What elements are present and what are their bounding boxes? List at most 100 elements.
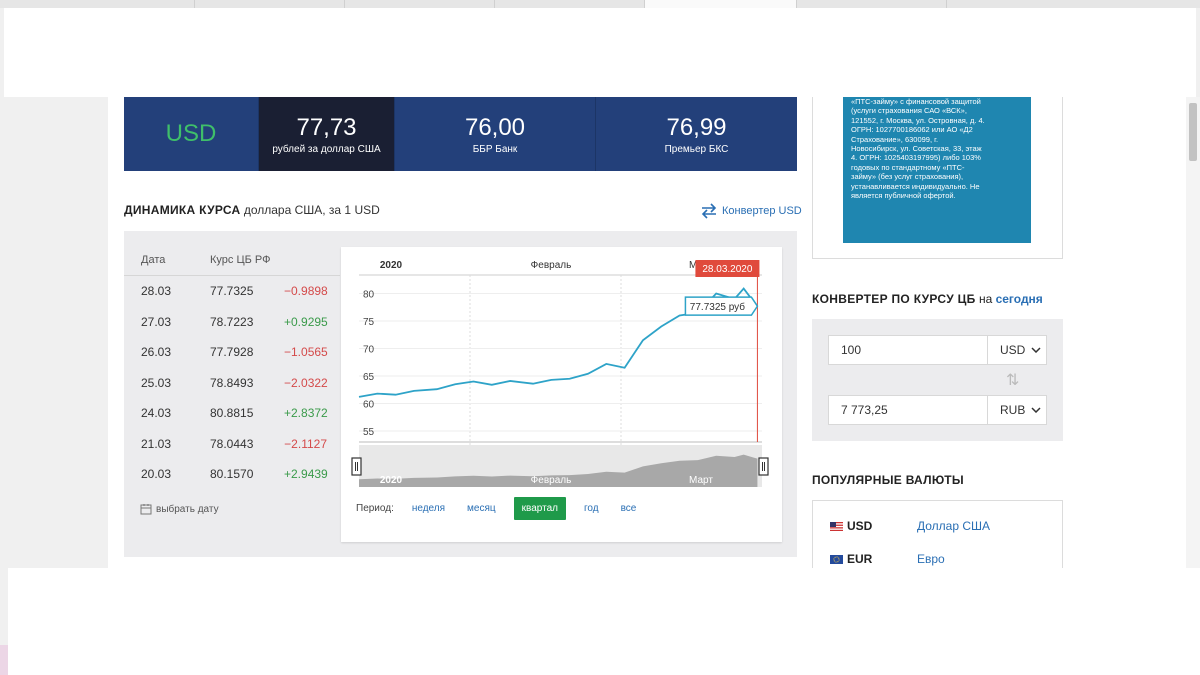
- ad-text-line: Страхование», 630099, г.: [851, 134, 939, 144]
- header-date: Дата: [141, 253, 166, 266]
- swap-arrows-icon: [701, 203, 717, 219]
- page-scrollbar[interactable]: [1186, 97, 1200, 568]
- browser-tab-active[interactable]: [645, 0, 797, 8]
- period-option[interactable]: год: [583, 503, 599, 514]
- navigator-handle-right[interactable]: [758, 457, 769, 476]
- bank-rate-value: 76,00: [464, 113, 526, 141]
- row-change: +2.8372: [284, 406, 328, 421]
- row-change: +2.9439: [284, 467, 328, 482]
- converter-today-link[interactable]: сегодня: [995, 292, 1043, 306]
- bank-rate-value: 76,99: [666, 113, 727, 141]
- period-option[interactable]: все: [620, 503, 637, 514]
- currency-name[interactable]: Евро: [917, 552, 945, 566]
- bank-name: ББР Банк: [472, 143, 518, 155]
- navigator-handle-left[interactable]: [351, 457, 362, 476]
- scrollbar-thumb[interactable]: [1189, 103, 1197, 161]
- converter-title-on: на: [975, 292, 996, 306]
- period-selector: Период: неделя месяц квартал год все: [356, 497, 640, 520]
- browser-tab[interactable]: [495, 0, 645, 8]
- rate-table: Дата Курс ЦБ РФ 28.03 77.7325 −0.9898 27.03…: [124, 244, 340, 490]
- table-row: 20.03 80.1570 +2.9439: [124, 459, 340, 490]
- converter-title: КОНВЕРТЕР ПО КУРСУ ЦБ на сегодня: [812, 292, 1043, 306]
- converter-link[interactable]: Конвертер USD: [700, 203, 802, 219]
- period-label: Период:: [356, 503, 394, 514]
- popular-item-usd[interactable]: USD Доллар США: [830, 519, 990, 533]
- tooltip-date-box: [695, 260, 760, 277]
- cb-rate-label: рублей за доллар США: [272, 143, 381, 155]
- table-row: 21.03 78.0443 −2.1127: [124, 429, 340, 460]
- browser-tab-strip: [0, 0, 1200, 8]
- eu-flag-icon: [830, 554, 843, 564]
- us-flag-icon: [830, 521, 843, 531]
- ad-text-line: «ПТС-займу» с финансовой защитой: [851, 97, 981, 106]
- row-rate: 78.7223: [210, 314, 254, 329]
- result-field[interactable]: 7 773,25: [828, 395, 988, 425]
- period-option[interactable]: неделя: [411, 503, 446, 514]
- to-currency-select[interactable]: RUB: [987, 395, 1047, 425]
- ad-text-line: займу» (без услуг страхования),: [851, 172, 964, 182]
- rate-series-line: [358, 287, 759, 398]
- browser-tab[interactable]: [0, 0, 195, 8]
- chevron-down-icon: [1031, 407, 1041, 413]
- bottom-overlay-bar: [8, 568, 1200, 675]
- row-date: 24.03: [141, 406, 172, 421]
- navigator-label: 2020: [380, 475, 403, 486]
- row-date: 27.03: [141, 314, 172, 329]
- row-rate: 77.7928: [210, 345, 254, 360]
- y-tick-label: 60: [363, 400, 375, 411]
- from-currency-select[interactable]: USD: [987, 335, 1047, 365]
- dynamics-title-rest: доллара США, за 1 USD: [240, 203, 380, 217]
- pick-date-link[interactable]: выбрать дату: [140, 503, 219, 515]
- browser-tab[interactable]: [195, 0, 345, 8]
- ad-banner[interactable]: «ПТС-займу» с финансовой защитой (услуги …: [843, 97, 1031, 243]
- browser-tab[interactable]: [345, 0, 495, 8]
- period-option[interactable]: квартал: [513, 497, 566, 520]
- bottom-left-strip: [0, 645, 8, 675]
- row-date: 28.03: [141, 284, 172, 299]
- cb-rate-value: 77,73: [296, 113, 357, 141]
- tooltip-value-box: [684, 296, 759, 316]
- rate-chart-svg[interactable]: 2020ФевральМа55606570758028.03.202077.73…: [341, 247, 782, 497]
- currency-code: USD: [847, 519, 873, 533]
- currency-code: EUR: [847, 552, 873, 566]
- ad-text-line: 4. ОГРН: 1025403197995) либо 103%: [851, 153, 981, 163]
- currency-name[interactable]: Доллар США: [917, 519, 991, 533]
- table-row: 27.03 78.7223 +0.9295: [124, 307, 340, 338]
- row-date: 20.03: [141, 467, 172, 482]
- dynamics-title: ДИНАМИКА КУРСА доллара США, за 1 USD: [124, 203, 380, 217]
- table-row: 28.03 77.7325 −0.9898: [124, 276, 340, 307]
- calendar-icon: [140, 504, 152, 515]
- amount-input[interactable]: 100: [828, 335, 988, 365]
- navigator-label: Март: [689, 475, 713, 486]
- header-rate: Курс ЦБ РФ: [210, 253, 271, 266]
- y-tick-label: 75: [363, 317, 375, 328]
- currency-code: USD: [165, 120, 217, 147]
- popular-box: [812, 500, 1063, 570]
- cb-rate-cell: 77,73 рублей за доллар США: [258, 97, 394, 171]
- period-option[interactable]: месяц: [467, 503, 496, 514]
- browser-tab[interactable]: [797, 0, 947, 8]
- bank-rate-cell[interactable]: 76,00 ББР Банк: [394, 97, 595, 171]
- rate-chart[interactable]: 2020ФевральМа55606570758028.03.202077.73…: [341, 247, 782, 542]
- bank-name: Премьер БКС: [664, 143, 729, 155]
- ad-text-line: (услуги страхования САО «ВСК»,: [851, 106, 967, 116]
- y-tick-label: 65: [363, 372, 375, 383]
- navigator-label: Февраль: [531, 475, 572, 486]
- row-rate: 80.8815: [210, 406, 254, 421]
- ad-text-line: годовых по стандартному «ПТС-: [851, 162, 965, 172]
- row-change: −2.1127: [284, 436, 327, 451]
- row-change: −1.0565: [284, 345, 328, 360]
- dynamics-title-bold: ДИНАМИКА КУРСА: [124, 203, 241, 217]
- bank-rate-cell[interactable]: 76,99 Премьер БКС: [595, 97, 797, 171]
- converter-link-label: Конвертер USD: [722, 205, 802, 217]
- swap-currencies-icon[interactable]: ⇅: [1006, 372, 1020, 389]
- popular-item-eur[interactable]: EUR Евро: [830, 552, 945, 566]
- y-tick-label: 80: [363, 290, 375, 301]
- row-change: −0.9898: [284, 284, 328, 299]
- chart-top-label: 2020: [380, 260, 403, 271]
- row-date: 25.03: [141, 375, 172, 390]
- row-rate: 78.0443: [210, 436, 254, 451]
- ad-text-line: 121552, г. Москва, ул. Островная, д. 4.: [851, 115, 985, 125]
- table-row: 26.03 77.7928 −1.0565: [124, 337, 340, 368]
- chart-top-label: Февраль: [531, 260, 572, 271]
